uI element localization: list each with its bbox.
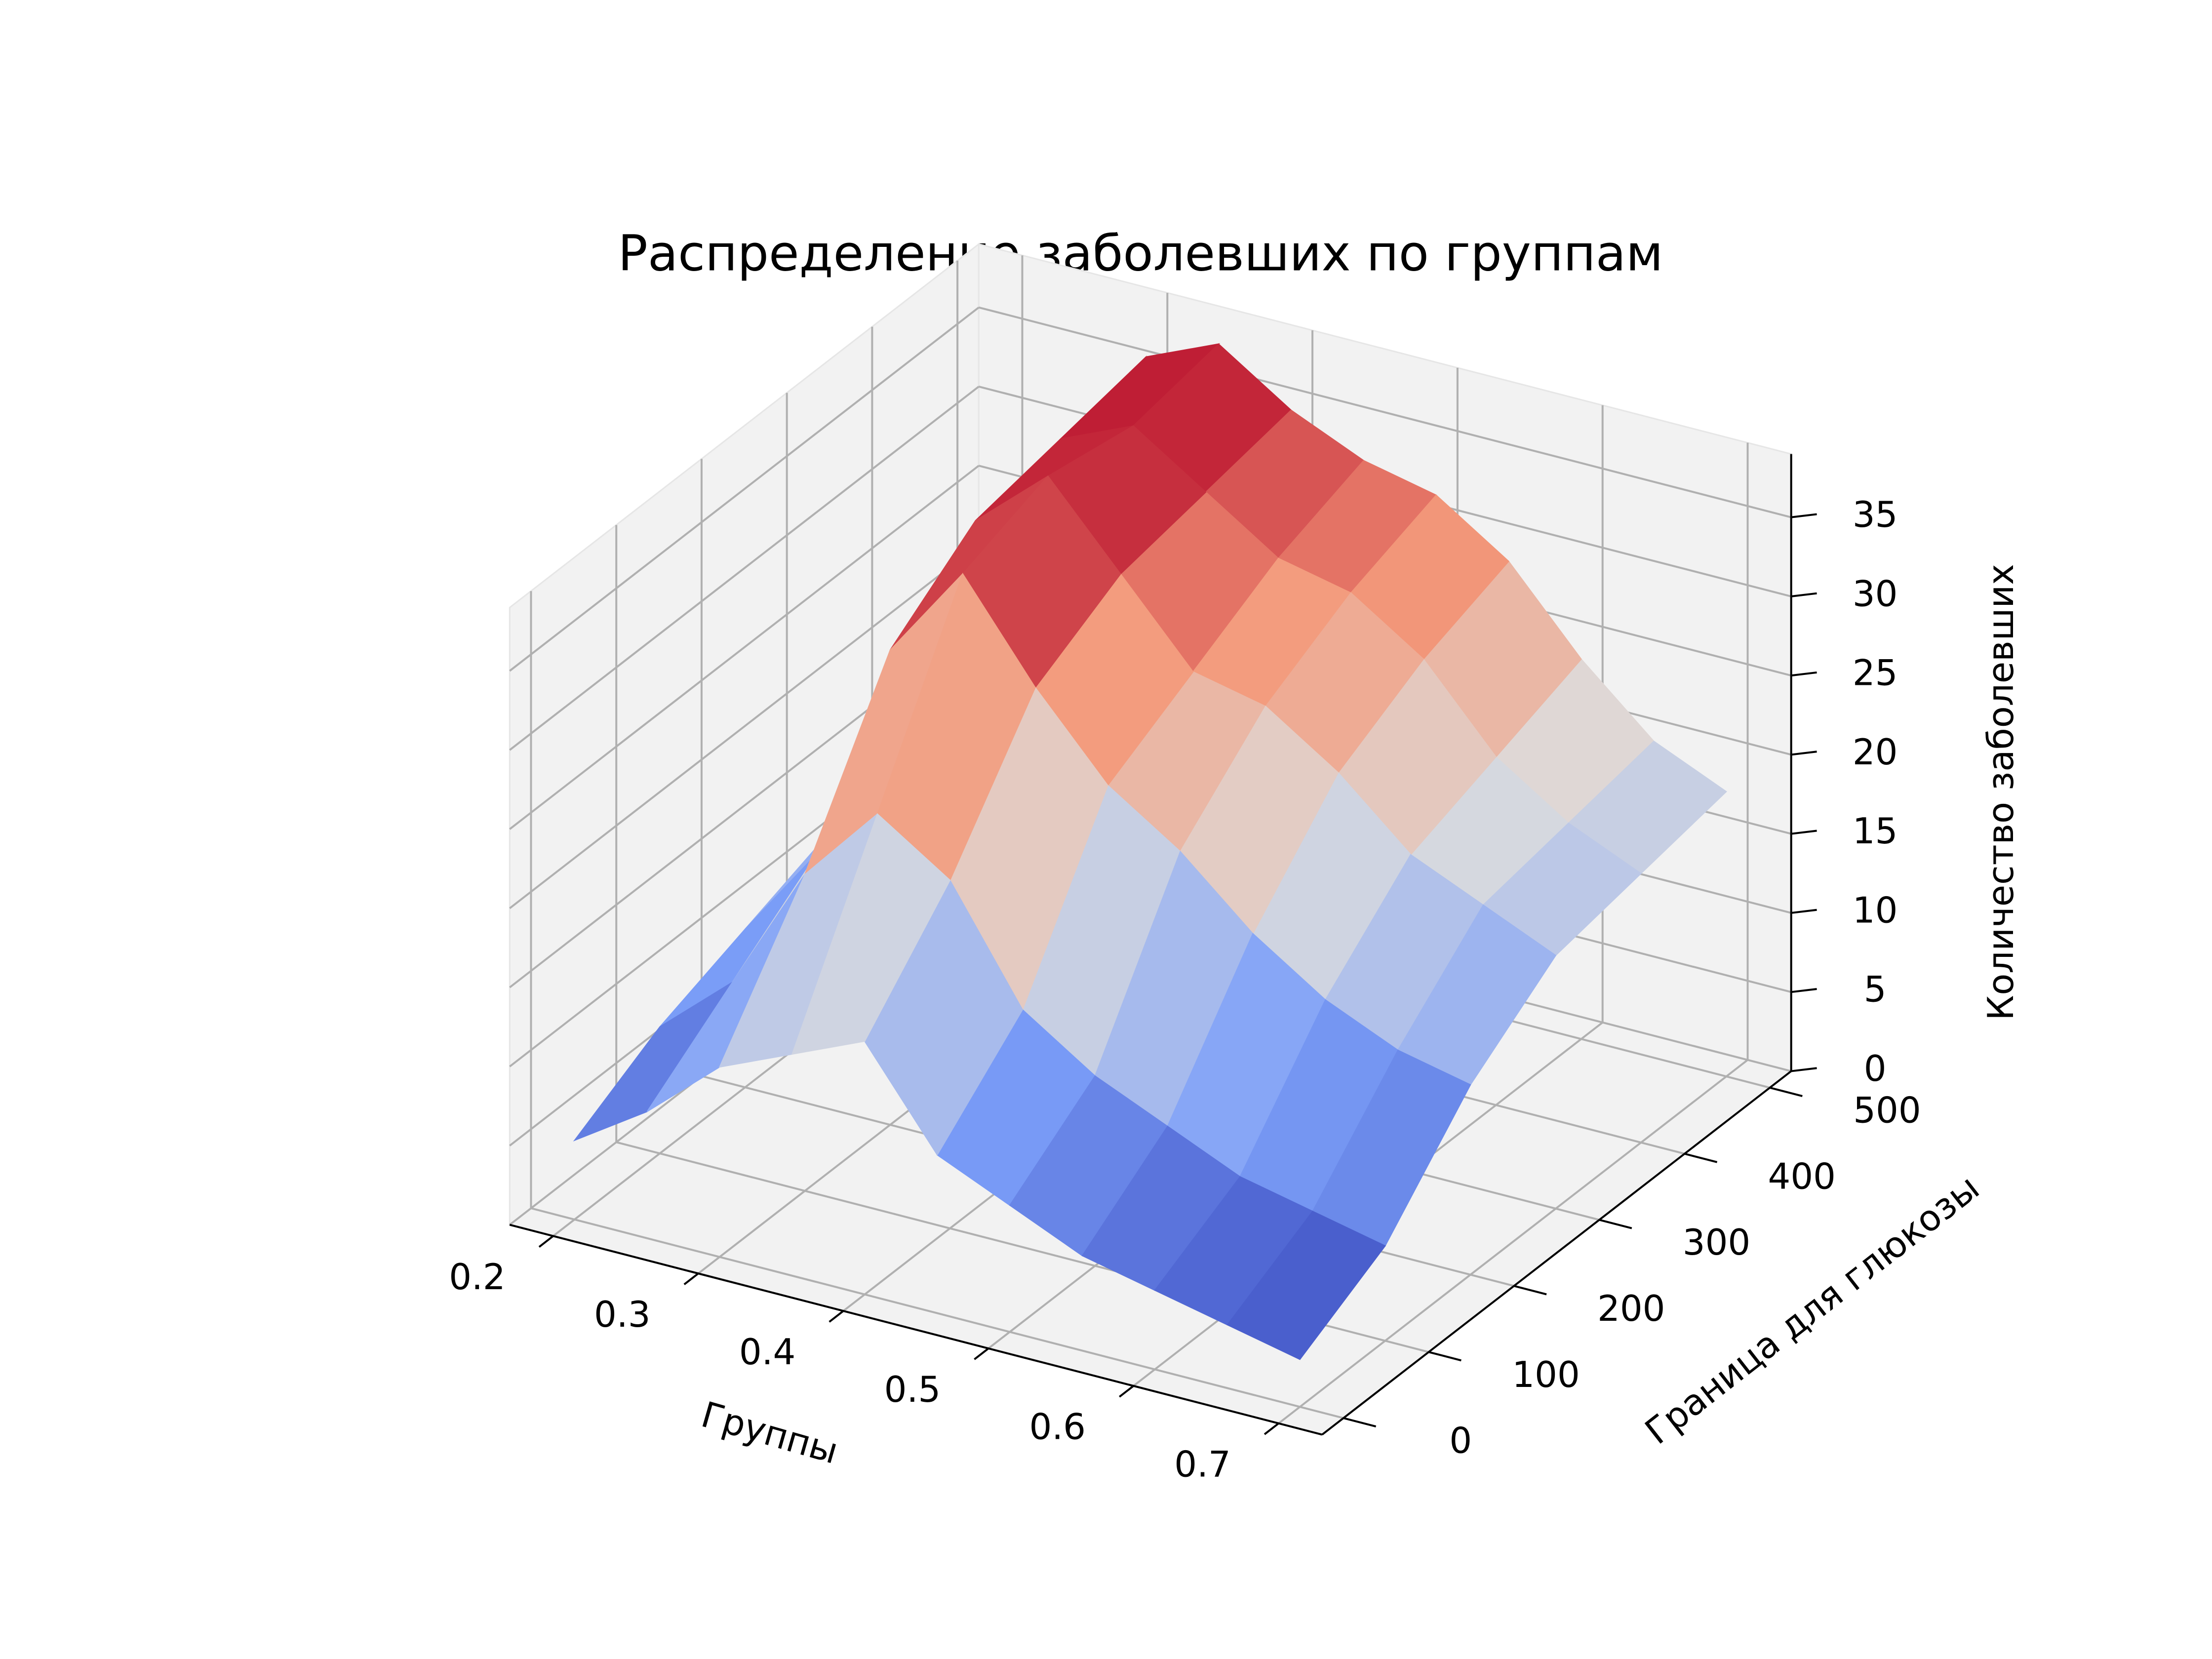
z-tick-label: 25 (1853, 652, 1898, 694)
tick-mark (1343, 1417, 1377, 1428)
x-tick-label: 0.2 (449, 1256, 506, 1298)
tick-mark (1791, 750, 1817, 756)
tick-mark (1119, 1385, 1134, 1398)
grid-line (978, 306, 1792, 518)
tick-mark (1684, 1152, 1718, 1163)
tick-mark (1791, 592, 1817, 597)
y-tick-label: 300 (1683, 1222, 1750, 1263)
x-axis-label: Группы (697, 1393, 842, 1472)
tick-mark (683, 1272, 699, 1285)
y-tick-label: 500 (1853, 1089, 1921, 1131)
grid-line (1278, 1059, 1748, 1424)
chart-title: Распределение заболевших по группам (618, 224, 1663, 282)
y-tick-label: 200 (1597, 1288, 1665, 1329)
axis-line (509, 1224, 1323, 1436)
grid-line (509, 465, 980, 830)
tick-mark (829, 1310, 844, 1323)
z-tick-label: 30 (1853, 573, 1898, 614)
tick-mark (1791, 1067, 1817, 1072)
z-tick-label: 20 (1853, 731, 1898, 773)
tick-mark (1791, 988, 1817, 993)
z-tick-label: 5 (1864, 969, 1887, 1010)
tick-mark (1599, 1219, 1632, 1229)
tick-mark (1791, 830, 1817, 835)
tick-mark (1791, 908, 1817, 914)
y-tick-label: 400 (1768, 1155, 1836, 1197)
grid-line (509, 544, 980, 909)
x-tick-label: 0.4 (739, 1331, 796, 1373)
x-tick-label: 0.5 (884, 1369, 941, 1410)
grid-line (530, 1207, 1344, 1420)
tick-mark (974, 1347, 989, 1360)
y-tick-label: 0 (1449, 1420, 1472, 1462)
x-tick-label: 0.3 (594, 1294, 651, 1335)
surface-face (1226, 1210, 1386, 1360)
y-axis-label: Граница для глюкозы (1637, 1167, 1987, 1453)
axis-line (1321, 1070, 1792, 1436)
z-tick-label: 10 (1853, 889, 1898, 931)
z-tick-label: 0 (1864, 1048, 1887, 1089)
z-axis-label: Количество заболевших (1980, 564, 2021, 1021)
z-tick-label: 35 (1853, 494, 1898, 535)
grid-line (509, 307, 980, 672)
tick-mark (1770, 1086, 1803, 1097)
tick-mark (1428, 1351, 1462, 1362)
x-tick-label: 0.6 (1029, 1406, 1086, 1448)
surface-face (791, 813, 951, 1055)
tick-mark (538, 1235, 554, 1248)
z-tick-label: 15 (1853, 810, 1898, 852)
grid-line (509, 386, 980, 751)
x-tick-label: 0.7 (1174, 1444, 1231, 1485)
tick-mark (1791, 671, 1817, 677)
tick-mark (1264, 1422, 1279, 1435)
tick-mark (1513, 1285, 1547, 1296)
tick-mark (1791, 513, 1817, 518)
y-tick-label: 100 (1512, 1354, 1580, 1395)
